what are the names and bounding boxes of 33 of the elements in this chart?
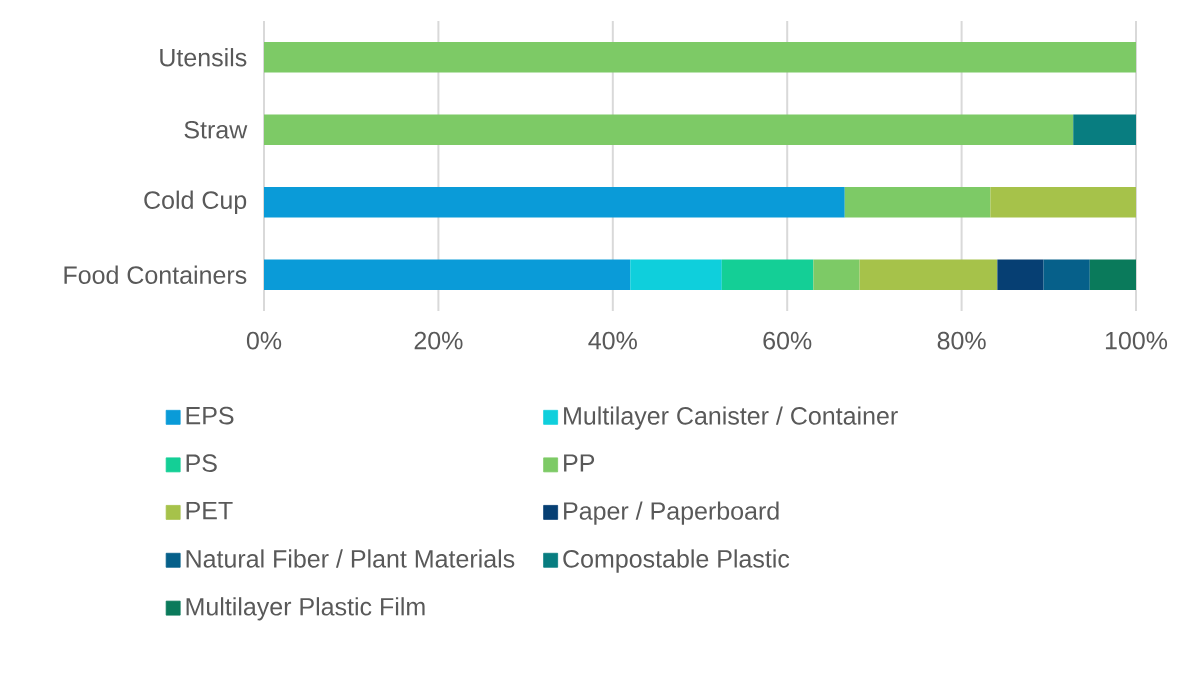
y-tick-label: Food Containers [64,265,247,284]
bar [1089,259,1137,290]
legend-label: Compostable Plastic [563,549,790,573]
y-tick-label: Utensils [160,48,247,67]
bar [1043,259,1090,290]
x-tick-label: 20% [414,331,463,350]
bar [813,259,860,290]
y-tick-label: Straw [184,120,248,139]
y-tick-label: Cold Cup [144,190,247,214]
x-tick-label: 80% [937,331,986,350]
bar [264,259,631,290]
bar [630,259,722,290]
x-tick-label: 0% [246,331,282,350]
bar [721,259,814,290]
bar [264,114,1074,145]
bar [1073,114,1137,145]
legend-label: Natural Fiber / Plant Materials [186,549,515,568]
legend-label: Paper / Paperboard [564,501,779,525]
bar [264,42,1137,73]
bar [264,187,845,218]
bar [997,259,1044,290]
legend-label: PP [564,454,595,472]
bar [990,187,1137,218]
bar [859,259,998,290]
legend-label: PS [186,454,217,472]
legend-label: PET [186,501,233,520]
legend-label: Multilayer Canister / Container [564,406,898,430]
legend-label: EPS [186,406,234,425]
legend-label: Multilayer Plastic Film [186,597,425,621]
x-tick-label: 40% [588,331,637,350]
x-tick-label: 60% [763,331,812,350]
bar [844,187,991,218]
x-tick-label: 100% [1105,331,1168,350]
